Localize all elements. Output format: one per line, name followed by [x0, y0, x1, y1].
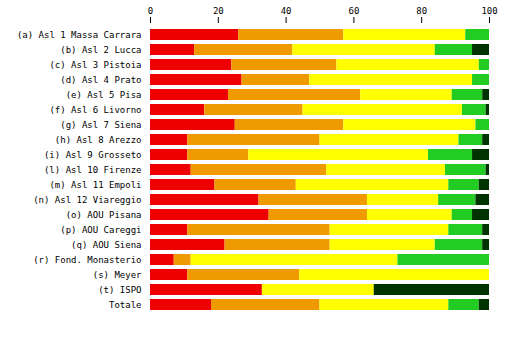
- svg-text:(n) Asl 12 Viareggio: (n) Asl 12 Viareggio: [33, 195, 141, 205]
- svg-text:(r) Fond. Monasterio: (r) Fond. Monasterio: [33, 255, 141, 265]
- svg-text:(c) Asl 3 Pistoia: (c) Asl 3 Pistoia: [49, 60, 141, 70]
- svg-text:(m) Asl 11 Empoli: (m) Asl 11 Empoli: [49, 180, 141, 190]
- svg-text:(h) Asl 8 Arezzo: (h) Asl 8 Arezzo: [55, 135, 142, 145]
- svg-text:(i) Asl 9 Grosseto: (i) Asl 9 Grosseto: [44, 150, 142, 160]
- svg-text:(q) AOU Siena: (q) AOU Siena: [71, 240, 141, 250]
- svg-text:(e) Asl 5 Pisa: (e) Asl 5 Pisa: [66, 90, 142, 100]
- svg-text:(b) Asl 2 Lucca: (b) Asl 2 Lucca: [60, 45, 141, 55]
- svg-text:0: 0: [148, 6, 153, 16]
- svg-text:40: 40: [281, 6, 292, 16]
- svg-text:Totale: Totale: [109, 300, 142, 310]
- svg-text:60: 60: [348, 6, 359, 16]
- svg-text:(g) Asl 7 Siena: (g) Asl 7 Siena: [60, 120, 141, 130]
- svg-text:(l) Asl 10 Firenze: (l) Asl 10 Firenze: [44, 165, 142, 175]
- svg-text:(s) Meyer: (s) Meyer: [93, 270, 142, 280]
- svg-text:(t) ISPO: (t) ISPO: [98, 285, 141, 295]
- svg-text:(d) Asl 4 Prato: (d) Asl 4 Prato: [60, 75, 141, 85]
- svg-text:(a) Asl 1 Massa Carrara: (a) Asl 1 Massa Carrara: [17, 30, 142, 40]
- svg-text:(p) AOU Careggi: (p) AOU Careggi: [60, 225, 141, 235]
- svg-text:(f) Asl 6 Livorno: (f) Asl 6 Livorno: [49, 105, 141, 115]
- svg-text:100: 100: [481, 6, 497, 16]
- svg-text:80: 80: [416, 6, 427, 16]
- svg-text:(o) AOU Pisana: (o) AOU Pisana: [66, 210, 142, 220]
- svg-text:20: 20: [213, 6, 224, 16]
